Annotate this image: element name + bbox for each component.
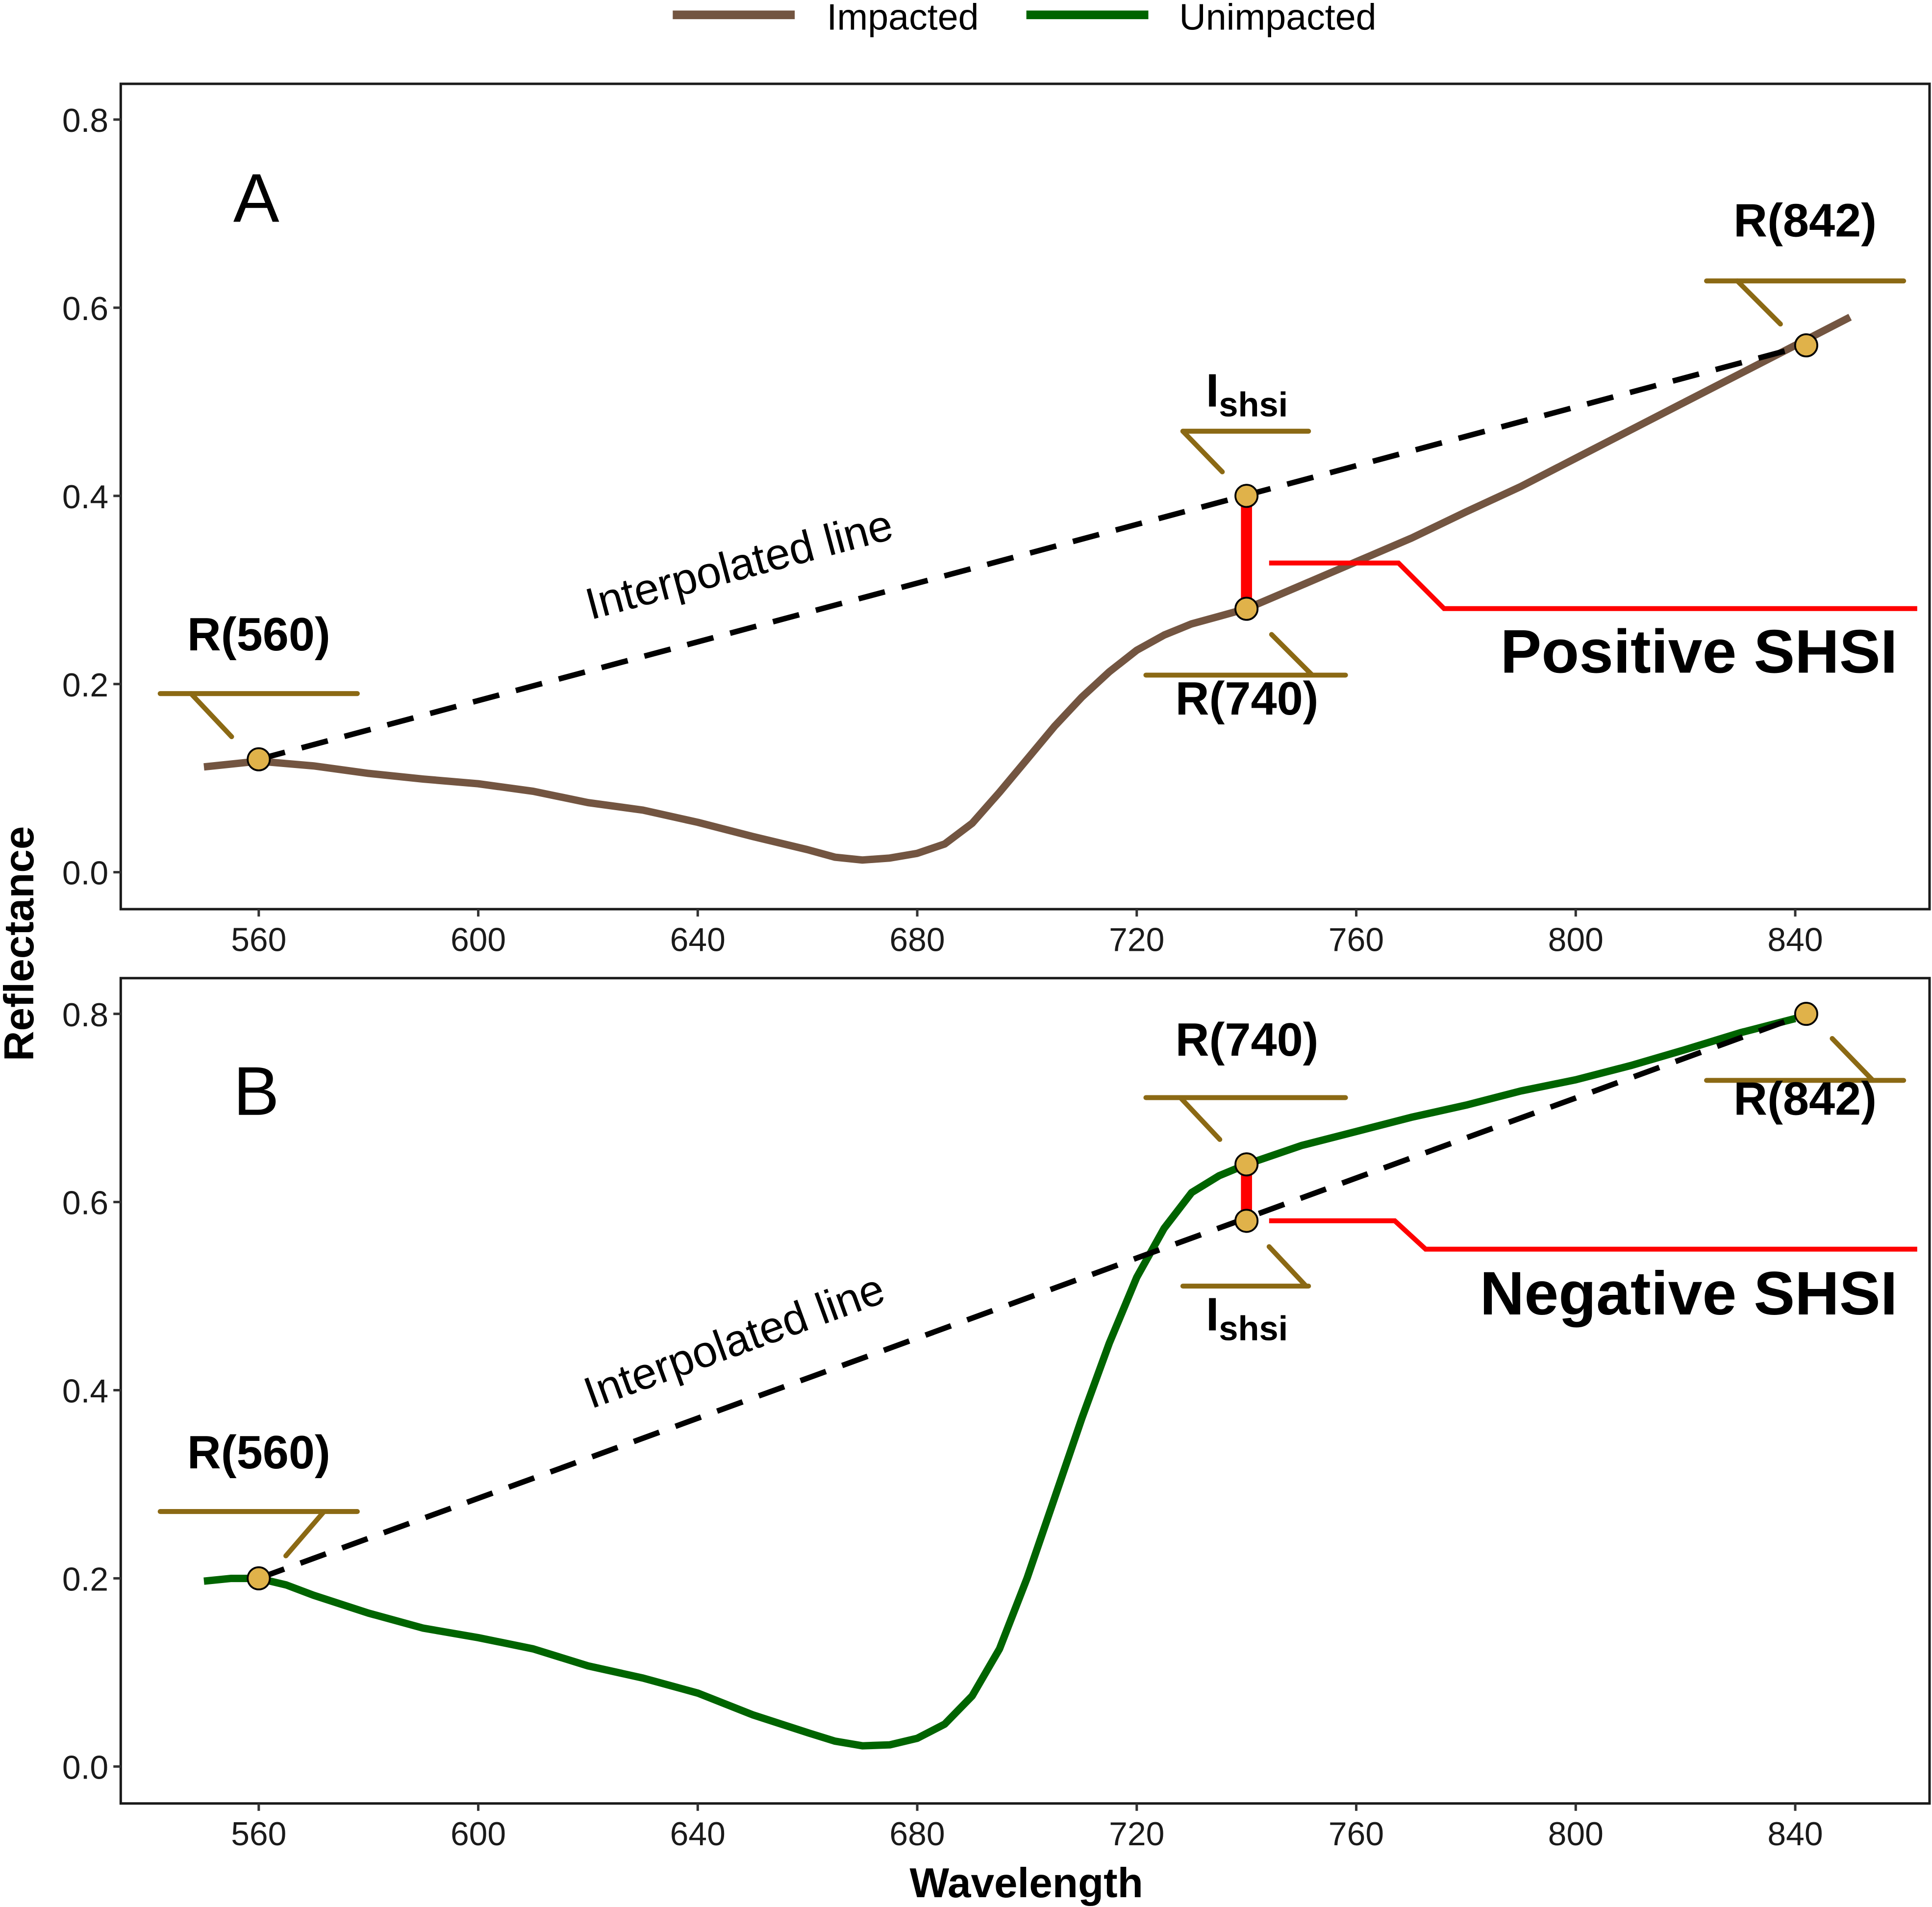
x-tick-label: 640 <box>670 1816 726 1853</box>
shsi-callout-line <box>1269 560 1917 611</box>
interpolated-line <box>257 1011 1807 1581</box>
leader-line <box>1830 1036 1876 1083</box>
point-r842 <box>1794 1002 1818 1026</box>
x-tick-label: 560 <box>231 1816 286 1853</box>
x-tick-label: 720 <box>1109 921 1164 958</box>
shsi-result-label: Positive SHSI <box>1501 617 1898 686</box>
label-r560: R(560) <box>187 609 330 661</box>
legend-label-unimpacted: Unimpacted <box>1179 0 1376 37</box>
point-r740 <box>1234 596 1259 621</box>
point-r560 <box>247 747 271 771</box>
shsi-callout-line <box>1269 1218 1917 1252</box>
ishsi-main: I <box>1206 365 1219 417</box>
panel-label: A <box>233 160 279 237</box>
x-tick-label: 840 <box>1767 1816 1823 1853</box>
y-tick-label: 0.2 <box>62 667 108 704</box>
x-tick-label: 800 <box>1548 1816 1604 1853</box>
label-r740: R(740) <box>1176 1014 1319 1066</box>
y-tick-label: 0.4 <box>62 479 108 516</box>
x-tick-label: 600 <box>451 921 506 958</box>
x-tick-label: 640 <box>670 921 726 958</box>
y-tick-label: 0.8 <box>62 997 108 1034</box>
y-tick-label: 0.0 <box>62 1749 108 1786</box>
leader-line <box>1269 632 1315 678</box>
label-ishsi: Ishsi <box>1206 1289 1288 1348</box>
interpolated-line <box>258 343 1807 762</box>
x-tick-label: 720 <box>1109 1816 1164 1853</box>
x-tick-label: 760 <box>1329 921 1384 958</box>
series-line-unimpacted <box>203 1015 1796 1750</box>
point-r740 <box>1234 1152 1259 1177</box>
point-r560 <box>247 1566 271 1590</box>
x-axis-title: Wavelength <box>910 1860 1143 1907</box>
x-tick-label: 600 <box>451 1816 506 1853</box>
y-tick-label: 0.4 <box>62 1373 108 1410</box>
ishsi-subscript: shsi <box>1219 1309 1288 1348</box>
panel-b: 0.0 0.2 0.4 0.6 0.8 560 600 640 680 720 760 800 840 R… <box>62 977 1931 1853</box>
legend-label-impacted: Impacted <box>827 0 979 37</box>
y-tick-label: 0.2 <box>62 1561 108 1598</box>
leader-line <box>283 1509 327 1559</box>
panel-label: B <box>233 1053 279 1130</box>
leader-line <box>1178 1095 1223 1142</box>
plot-frame <box>119 977 1931 1805</box>
legend: Impacted Unimpacted <box>673 0 1377 37</box>
label-r740: R(740) <box>1176 673 1319 725</box>
y-tick-label: 0.8 <box>62 102 108 139</box>
point-ishsi <box>1234 484 1259 508</box>
y-tick-label: 0.0 <box>62 855 108 892</box>
leader-line <box>188 691 234 740</box>
label-r560: R(560) <box>187 1427 330 1479</box>
y-axis-title: Reflectance <box>0 826 43 1062</box>
interpolated-line-label: Interpolated line <box>580 500 898 629</box>
x-tick-label: 800 <box>1548 921 1604 958</box>
ishsi-subscript: shsi <box>1219 385 1288 424</box>
leader-line <box>1266 1244 1309 1289</box>
label-ishsi: Ishsi <box>1206 365 1288 424</box>
leader-line <box>1180 428 1225 474</box>
x-tick-label: 760 <box>1329 1816 1384 1853</box>
series-line-impacted <box>203 314 1852 864</box>
shsi-result-label: Negative SHSI <box>1480 1259 1898 1328</box>
point-ishsi <box>1234 1209 1259 1233</box>
point-r842 <box>1794 333 1818 358</box>
interpolated-line-label: Interpolated line <box>577 1264 891 1418</box>
y-tick-label: 0.6 <box>62 291 108 327</box>
label-r842: R(842) <box>1733 1073 1877 1125</box>
y-tick-label: 0.6 <box>62 1185 108 1222</box>
x-tick-label: 560 <box>231 921 286 958</box>
leader-line <box>1734 278 1783 327</box>
label-r842: R(842) <box>1733 195 1877 247</box>
x-tick-label: 680 <box>889 921 945 958</box>
panel-a: 0.0 0.2 0.4 0.6 0.8 560 600 640 680 720 760 800 840 R… <box>62 82 1931 958</box>
x-tick-label: 840 <box>1767 921 1823 958</box>
plot-frame <box>119 82 1931 911</box>
x-tick-label: 680 <box>889 1816 945 1853</box>
ishsi-main: I <box>1206 1289 1219 1341</box>
